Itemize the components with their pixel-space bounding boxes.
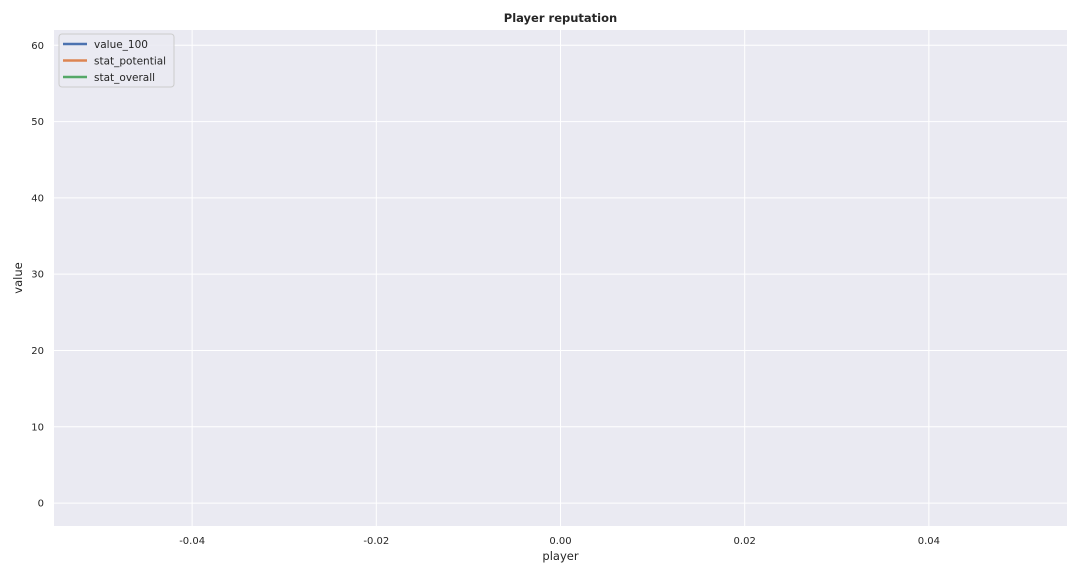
y-tick-label: 40 (31, 193, 44, 204)
chart-title: Player reputation (504, 11, 617, 25)
legend-label-stat_potential: stat_potential (94, 55, 166, 67)
x-tick-label: -0.02 (363, 536, 389, 547)
legend: value_100 stat_potential stat_overall (58, 33, 175, 88)
x-tick-label: 0.00 (549, 536, 571, 547)
y-tick-label: 30 (31, 270, 44, 281)
y-axis-label: value (11, 262, 25, 293)
grid (54, 30, 1067, 526)
legend-label-value_100: value_100 (94, 39, 148, 51)
y-tick-label: 60 (31, 41, 44, 52)
legend-box (58, 33, 175, 88)
y-tick-label: 0 (38, 499, 44, 510)
x-tick-label: 0.02 (734, 536, 756, 547)
x-tick-label: -0.04 (179, 536, 205, 547)
x-axis-ticks: -0.04 -0.02 0.00 0.02 0.04 (179, 536, 940, 547)
y-tick-label: 50 (31, 117, 44, 128)
legend-label-stat_overall: stat_overall (94, 72, 155, 84)
y-tick-label: 20 (31, 346, 44, 357)
y-axis-ticks: 0 10 20 30 40 50 60 (31, 41, 44, 510)
legend-items: value_100 stat_potential stat_overall (63, 39, 166, 84)
x-tick-label: 0.04 (918, 536, 940, 547)
y-tick-label: 10 (31, 422, 44, 433)
x-axis-label: player (542, 549, 578, 563)
